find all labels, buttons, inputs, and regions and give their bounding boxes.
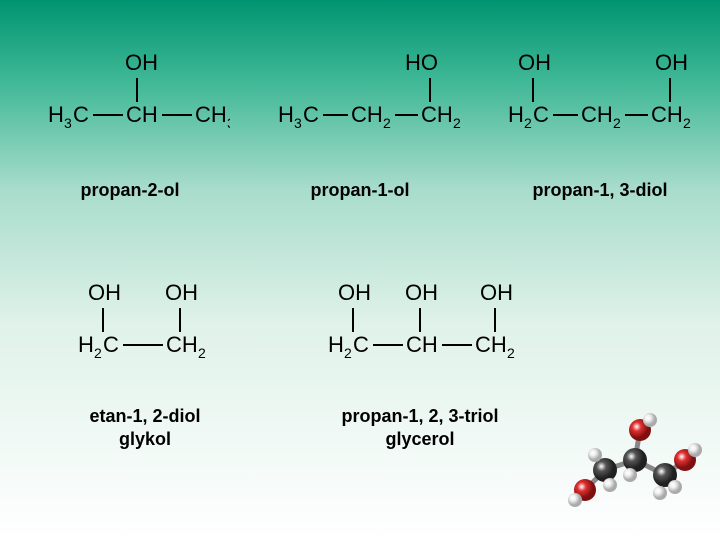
svg-text:CH: CH: [195, 102, 227, 127]
svg-text:2: 2: [683, 115, 691, 131]
svg-text:HO: HO: [405, 50, 438, 75]
svg-text:CH: CH: [406, 332, 438, 357]
svg-text:C: C: [103, 332, 119, 357]
svg-text:2: 2: [344, 345, 352, 361]
molecule-propan-1-ol: HO H 3 C CH 2 CH 2: [270, 50, 470, 155]
label-triol-line2: glycerol: [385, 429, 454, 449]
svg-text:H: H: [48, 102, 64, 127]
label-etan-1-2-diol: etan-1, 2-diol glykol: [60, 405, 230, 452]
svg-text:3: 3: [294, 115, 302, 131]
svg-text:CH: CH: [126, 102, 158, 127]
svg-text:2: 2: [94, 345, 102, 361]
molecule-propan-1-2-3-triol: OH OH OH H 2 C CH CH 2: [320, 280, 540, 385]
svg-text:OH: OH: [88, 280, 121, 305]
label-etan-line2: glykol: [119, 429, 171, 449]
svg-text:C: C: [73, 102, 89, 127]
svg-text:OH: OH: [518, 50, 551, 75]
label-propan-2-ol: propan-2-ol: [60, 180, 200, 201]
svg-text:CH: CH: [651, 102, 683, 127]
svg-text:C: C: [303, 102, 319, 127]
svg-text:2: 2: [524, 115, 532, 131]
svg-text:OH: OH: [165, 280, 198, 305]
svg-text:OH: OH: [405, 280, 438, 305]
label-triol-line1: propan-1, 2, 3-triol: [341, 406, 498, 426]
molecule-etan-1-2-diol: OH OH H 2 C CH 2: [70, 280, 240, 385]
label-propan-1-ol: propan-1-ol: [290, 180, 430, 201]
row-1: OH H 3 C CH CH 3 propan-2-ol HO H 3 C CH…: [0, 50, 720, 190]
svg-text:H: H: [78, 332, 94, 357]
molecule-propan-1-3-diol: OH OH H 2 C CH 2 CH 2: [500, 50, 710, 155]
molecule-propan-2-ol: OH H 3 C CH CH 3: [40, 50, 230, 155]
svg-text:2: 2: [198, 345, 206, 361]
label-propan-1-2-3-triol: propan-1, 2, 3-triol glycerol: [320, 405, 520, 452]
label-etan-line1: etan-1, 2-diol: [89, 406, 200, 426]
glycerol-3d-model: [555, 405, 705, 525]
svg-text:CH: CH: [166, 332, 198, 357]
svg-text:C: C: [353, 332, 369, 357]
svg-text:CH: CH: [475, 332, 507, 357]
svg-text:CH: CH: [421, 102, 453, 127]
svg-text:CH: CH: [351, 102, 383, 127]
svg-text:OH: OH: [655, 50, 688, 75]
label-propan-1-3-diol: propan-1, 3-diol: [520, 180, 680, 201]
svg-text:H: H: [278, 102, 294, 127]
svg-text:3: 3: [227, 115, 230, 131]
svg-text:H: H: [508, 102, 524, 127]
svg-text:OH: OH: [125, 50, 158, 75]
svg-text:CH: CH: [581, 102, 613, 127]
svg-text:OH: OH: [480, 280, 513, 305]
svg-text:2: 2: [383, 115, 391, 131]
svg-text:OH: OH: [338, 280, 371, 305]
svg-text:2: 2: [613, 115, 621, 131]
svg-text:2: 2: [507, 345, 515, 361]
svg-text:C: C: [533, 102, 549, 127]
svg-text:H: H: [328, 332, 344, 357]
svg-text:3: 3: [64, 115, 72, 131]
svg-text:2: 2: [453, 115, 461, 131]
